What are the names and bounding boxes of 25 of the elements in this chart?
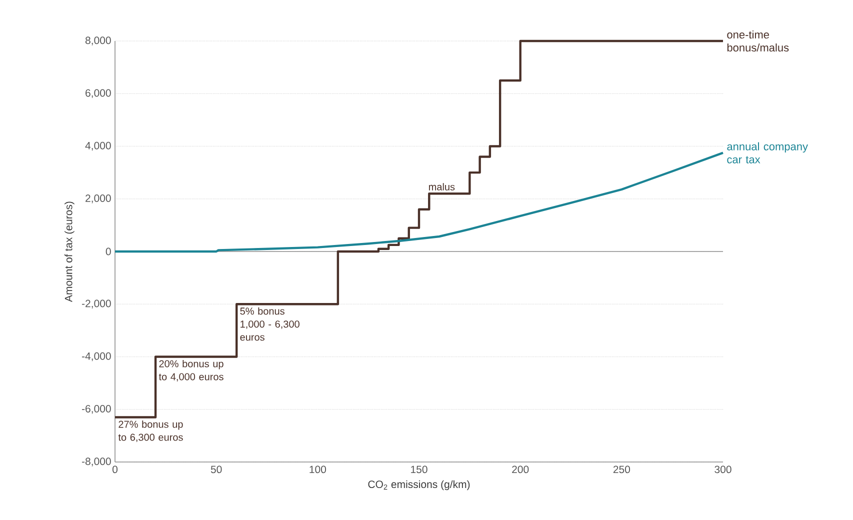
y-tick-label: 0: [106, 248, 111, 256]
x-tick-label: 200: [512, 466, 529, 474]
line-series: [114, 152, 724, 253]
y-tick-label: 2,000: [86, 194, 111, 204]
x-tick-label: 50: [210, 466, 222, 474]
annotation: 5% bonus 1,000 - 6,300 euros: [240, 307, 300, 341]
annotation: 20% bonus up to 4,000 euros: [158, 360, 224, 382]
y-tick-label: -2,000: [82, 300, 111, 308]
x-tick-label: 0: [112, 466, 118, 474]
annotation: malus: [428, 183, 455, 190]
y-tick-label: 4,000: [85, 142, 111, 151]
series-label: annual company car tax: [727, 142, 808, 164]
x-tick-label: 150: [411, 466, 428, 474]
y-tick-label: -8,000: [82, 458, 111, 466]
y-axis-title: Amount of tax (euros): [64, 202, 74, 302]
x-tick-label: 250: [613, 466, 630, 474]
y-tick-label: 6,000: [86, 89, 111, 98]
y-tick-label: -6,000: [82, 405, 111, 414]
x-tick-label: 100: [310, 466, 326, 474]
x-axis-title: CO$_{2}$ emissions (g/km): [368, 480, 470, 490]
annotation: 27% bonus up to 6,300 euros: [118, 420, 183, 442]
x-tick-label: 300: [714, 466, 732, 474]
y-tick-label: 8,000: [85, 36, 111, 46]
y-tick-label: -4,000: [82, 352, 111, 362]
series-label: one-time bonus/malus: [727, 30, 789, 52]
